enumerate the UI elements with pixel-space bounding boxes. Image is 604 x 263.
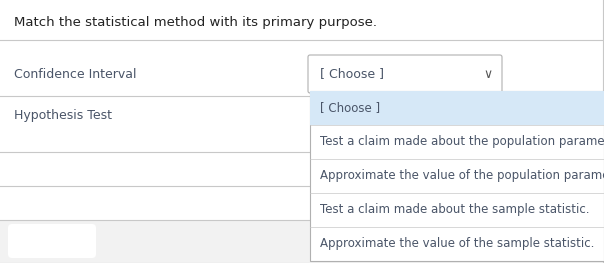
Text: Test a claim made about the population parameter.: Test a claim made about the population p… <box>320 135 604 149</box>
Text: Hypothesis Test: Hypothesis Test <box>14 109 112 123</box>
Text: Confidence Interval: Confidence Interval <box>14 68 137 82</box>
FancyBboxPatch shape <box>8 224 96 258</box>
Bar <box>310 91 604 261</box>
Bar <box>310 91 604 125</box>
Text: ∨: ∨ <box>483 68 493 80</box>
FancyBboxPatch shape <box>308 55 502 93</box>
Text: Approximate the value of the sample statistic.: Approximate the value of the sample stat… <box>320 237 594 250</box>
Text: [ Choose ]: [ Choose ] <box>320 68 384 80</box>
Bar <box>0 220 604 263</box>
Text: [ Choose ]: [ Choose ] <box>320 102 380 114</box>
Text: Match the statistical method with its primary purpose.: Match the statistical method with its pr… <box>14 16 377 29</box>
Text: Approximate the value of the population parameter.: Approximate the value of the population … <box>320 169 604 183</box>
Text: Test a claim made about the sample statistic.: Test a claim made about the sample stati… <box>320 204 590 216</box>
